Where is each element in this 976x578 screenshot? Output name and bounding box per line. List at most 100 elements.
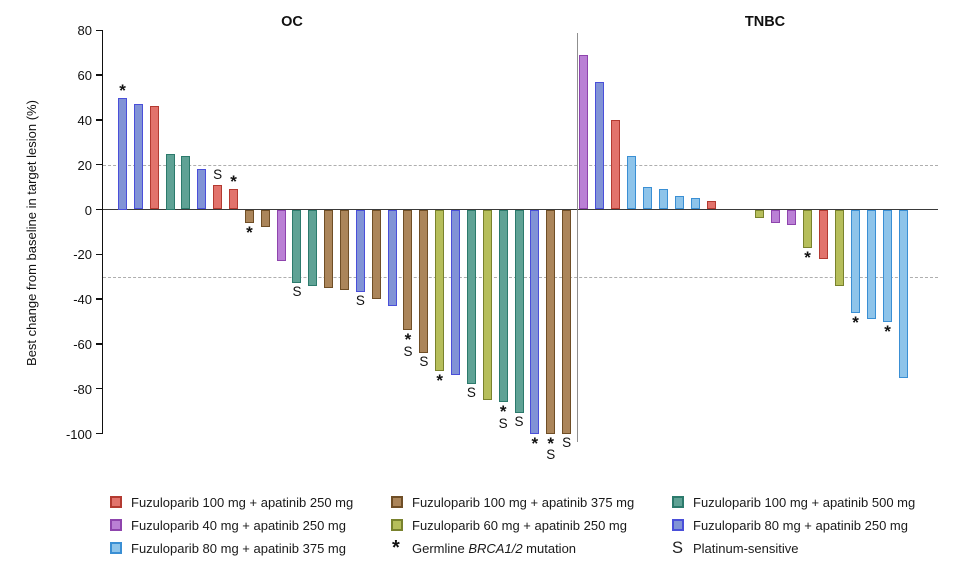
bar-oc-24 [482,209,492,400]
y-tick-label: 20 [77,157,92,173]
legend-swatch-olive [391,519,403,531]
y-axis-line [101,29,103,434]
y-tick-label: -60 [73,336,92,352]
germline-brca-marker: * [436,370,443,390]
bar-oc-19 [403,209,413,331]
germline-brca-marker: * [852,312,859,332]
bar-oc-22 [451,209,461,376]
bar-oc-8 [229,189,239,210]
platinum-sensitive-marker: S [498,415,508,431]
y-tick-label: -20 [73,247,92,263]
legend-swatch-teal [672,496,684,508]
bar-tnbc-4 [627,155,636,210]
bar-tnbc-12 [787,209,796,226]
bar-tnbc-6 [659,189,668,210]
legend-label: Fuzuloparib 40 mg + apatinib 250 mg [131,518,346,533]
bar-oc-13 [308,209,318,286]
bar-tnbc-14 [819,209,828,259]
bar-oc-12 [292,209,302,284]
platinum-sensitive-marker: S [562,434,572,450]
bar-oc-15 [340,209,350,291]
bar-oc-16 [355,209,365,293]
bar-tnbc-7 [675,196,684,210]
y-tick-label: -80 [73,381,92,397]
y-tick-label: 60 [77,68,92,84]
bar-oc-17 [371,209,381,300]
bar-tnbc-15 [835,209,844,286]
platinum-sensitive-marker: S [514,414,524,430]
platinum-sensitive-marker: S [292,284,302,300]
y-tick-mark [95,74,102,76]
y-tick-mark [95,432,102,435]
bar-oc-5 [181,155,191,210]
germline-brca-marker: * [246,222,253,242]
bar-oc-25 [498,209,508,403]
bar-oc-11 [276,209,286,262]
legend-swatch-periwinkle [672,519,684,531]
legend-swatch-red [110,496,122,508]
bar-tnbc-2 [595,81,604,210]
legend-swatch-purple [110,519,122,531]
bar-oc-21 [435,209,445,371]
y-tick-mark [95,163,102,166]
bar-tnbc-17 [867,209,876,320]
bar-oc-1 [118,97,127,210]
platinum-sensitive-marker: S [403,343,413,359]
bar-oc-26 [514,209,524,414]
bar-oc-20 [419,209,429,353]
legend-label: Fuzuloparib 60 mg + apatinib 250 mg [412,518,627,533]
y-tick-label: -100 [65,426,92,442]
y-tick-mark [95,208,102,211]
bar-tnbc-13 [803,209,812,248]
bar-oc-2 [133,104,143,210]
germline-brca-symbol: * [392,537,400,559]
germline-brca-marker: * [499,402,507,422]
y-tick-mark [95,343,102,345]
legend-label: Germline BRCA1/2 mutation [412,541,577,556]
germline-brca-marker: * [404,330,412,350]
y-tick-label: 80 [77,23,92,39]
group-title-oc: OC [281,14,303,30]
reference-line [103,164,938,166]
y-tick-mark [95,387,102,390]
bar-oc-28 [546,209,556,434]
bar-oc-6 [197,169,207,210]
platinum-sensitive-marker: S [213,166,223,182]
platinum-sensitive-marker: S [355,293,365,309]
y-tick-mark [95,298,102,300]
y-axis-label: Best change from baseline in target lesi… [24,100,39,366]
group-divider-line [576,33,578,442]
bar-tnbc-1 [579,54,588,210]
bar-tnbc-16 [851,209,860,313]
bar-oc-9 [244,209,254,223]
y-tick-label: 0 [84,202,92,218]
bar-tnbc-18 [883,209,892,322]
bar-oc-4 [165,153,175,210]
y-tick-label: 40 [77,112,92,128]
platinum-sensitive-marker: S [419,353,429,369]
bar-oc-18 [387,209,397,306]
bar-tnbc-10 [755,209,764,219]
legend-label: Fuzuloparib 100 mg + apatinib 375 mg [412,495,635,510]
y-tick-mark [95,29,102,32]
bar-tnbc-3 [611,119,620,210]
bar-oc-29 [562,209,572,434]
germline-brca-marker: * [547,433,555,453]
y-tick-mark [95,119,102,121]
bar-oc-7 [213,184,223,210]
y-tick-label: -40 [73,292,92,308]
bar-oc-10 [260,209,270,228]
germline-brca-marker: * [119,80,126,100]
bar-tnbc-19 [899,209,908,378]
bar-tnbc-8 [691,198,700,210]
legend-label: Fuzuloparib 80 mg + apatinib 250 mg [693,518,908,533]
legend-label: Fuzuloparib 80 mg + apatinib 375 mg [131,541,346,556]
legend-label: Fuzuloparib 100 mg + apatinib 500 mg [693,495,916,510]
bar-oc-23 [466,209,476,385]
zero-baseline [103,208,938,211]
legend-label: Fuzuloparib 100 mg + apatinib 250 mg [131,495,354,510]
bar-oc-27 [530,209,540,434]
platinum-sensitive-marker: S [466,385,476,401]
bar-oc-14 [324,209,334,288]
